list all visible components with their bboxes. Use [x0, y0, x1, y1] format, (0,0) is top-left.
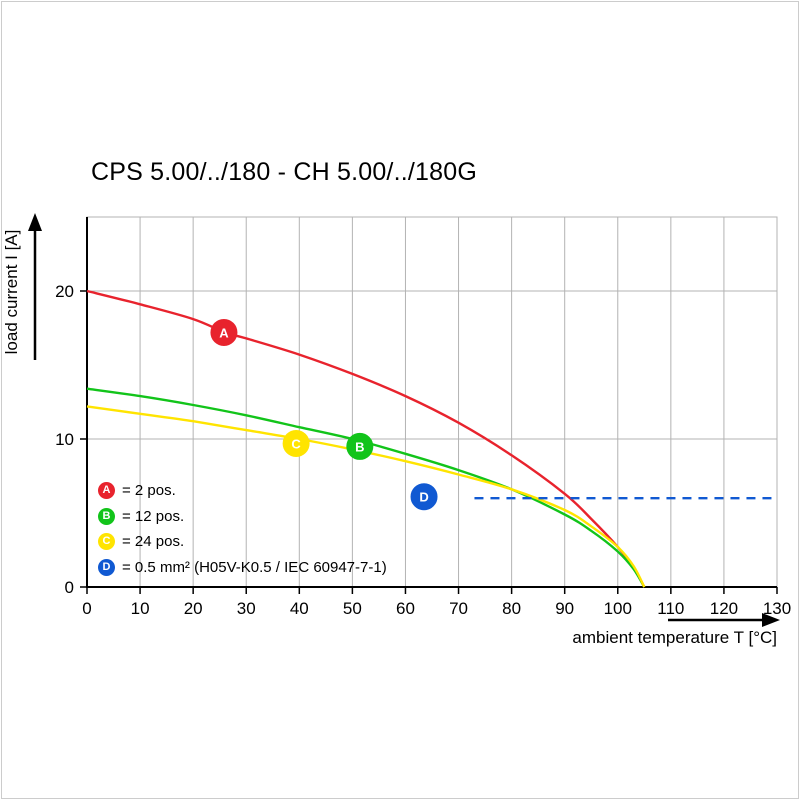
marker-D-badge-icon: D [410, 483, 438, 511]
x-tick-label: 40 [290, 599, 309, 618]
x-tick-label: 120 [710, 599, 738, 618]
x-axis-arrow-icon [762, 613, 780, 627]
legend-badge-B-icon: B [98, 507, 115, 525]
x-tick-label: 80 [502, 599, 521, 618]
chart-legend: A = 2 pos. B = 12 pos. C = 24 pos. D = 0.5 mm² … [98, 478, 387, 580]
y-axis-label: load current I [A] [2, 230, 21, 355]
y-axis-arrow-icon [28, 213, 42, 231]
marker-C-letter: C [291, 436, 301, 451]
legend-item-B: B = 12 pos. [98, 504, 387, 530]
legend-label-C: = 24 pos. [122, 533, 185, 551]
legend-badge-C-icon: C [98, 533, 115, 551]
marker-B-circle [346, 432, 374, 460]
marker-A-badge-icon: A [210, 318, 238, 346]
x-tick-label: 110 [657, 599, 684, 618]
x-tick-label: 130 [763, 599, 791, 618]
marker-A-letter: A [219, 325, 229, 340]
marker-C-circle [282, 429, 310, 457]
x-tick-label: 0 [82, 599, 91, 618]
y-tick-label: 20 [55, 282, 74, 301]
marker-C-badge-icon: C [282, 429, 310, 457]
x-tick-label: 20 [184, 599, 203, 618]
x-tick-label: 30 [237, 599, 256, 618]
marker-B-badge-icon: B [346, 432, 374, 460]
x-axis-label: ambient temperature T [°C] [572, 628, 777, 647]
marker-A-circle [210, 318, 238, 346]
y-tick-label: 0 [65, 578, 74, 597]
legend-item-D: D = 0.5 mm² (H05V-K0.5 / IEC 60947-7-1) [98, 555, 387, 581]
series-C-curve [86, 405, 646, 588]
x-tick-label: 50 [343, 599, 362, 618]
x-tick-label: 70 [449, 599, 468, 618]
x-tick-label: 10 [131, 599, 150, 618]
y-tick-label: 10 [55, 430, 74, 449]
legend-badge-A-icon: A [98, 482, 115, 500]
legend-label-D: = 0.5 mm² (H05V-K0.5 / IEC 60947-7-1) [122, 558, 387, 576]
legend-item-C: C = 24 pos. [98, 529, 387, 555]
legend-badge-D-icon: D [98, 558, 115, 576]
legend-label-B: = 12 pos. [122, 507, 185, 525]
x-tick-label: 60 [396, 599, 415, 618]
chart-title: CPS 5.00/../180 - CH 5.00/../180G [91, 158, 477, 186]
x-tick-label: 90 [555, 599, 574, 618]
series-B-curve [86, 387, 646, 588]
marker-B-letter: B [355, 439, 364, 454]
legend-label-A: = 2 pos. [122, 482, 176, 500]
x-tick-label: 100 [604, 599, 632, 618]
series-A-curve [86, 289, 646, 588]
legend-item-A: A = 2 pos. [98, 478, 387, 504]
marker-D-circle [410, 483, 438, 511]
marker-D-letter: D [419, 490, 428, 505]
